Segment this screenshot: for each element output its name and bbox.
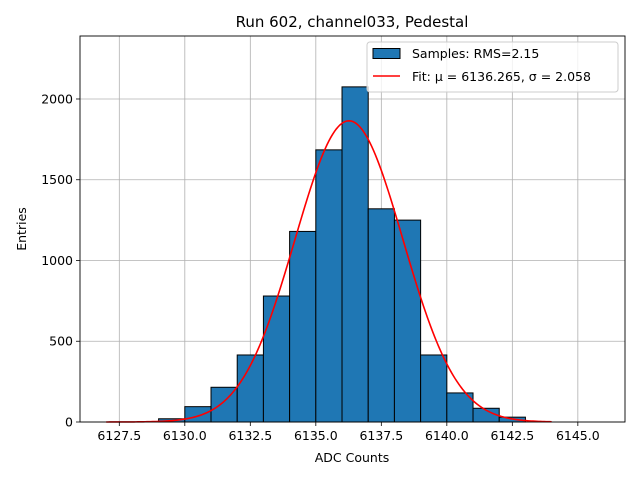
legend-label-samples: Samples: RMS=2.15 <box>412 46 539 61</box>
histogram-bar <box>420 354 448 423</box>
histogram-bar <box>393 219 422 423</box>
plot-frame <box>79 35 626 423</box>
histogram-bar <box>262 295 291 423</box>
legend: Samples: RMS=2.15 Fit: μ = 6136.265, σ =… <box>366 41 619 93</box>
x-tick-label: 6132.5 <box>228 428 272 443</box>
y-tick-label: 1500 <box>41 172 73 187</box>
x-axis-label: ADC Counts <box>315 450 390 465</box>
y-tick-label: 1000 <box>41 253 73 268</box>
legend-patch-samples <box>372 48 401 59</box>
x-tick-label: 6127.5 <box>97 428 141 443</box>
x-tick-label: 6142.5 <box>490 428 534 443</box>
x-tick-label: 6145.0 <box>556 428 600 443</box>
x-tick-label: 6135.0 <box>294 428 338 443</box>
legend-box <box>366 41 619 93</box>
x-tick-label: 6130.0 <box>163 428 207 443</box>
y-tick-label: 0 <box>65 415 73 430</box>
legend-label-fit: Fit: μ = 6136.265, σ = 2.058 <box>412 69 591 84</box>
x-tick-label: 6140.0 <box>425 428 469 443</box>
histogram-bar <box>315 149 343 423</box>
histogram-bar <box>289 230 317 423</box>
histogram-bar <box>341 86 369 423</box>
y-tick-label: 2000 <box>41 91 73 106</box>
histogram-bar <box>367 208 395 423</box>
x-axis-ticks: 6127.5 6130.0 6132.5 6135.0 6137.5 6140.0 6142… <box>97 422 600 443</box>
y-axis-label: Entries <box>14 207 29 251</box>
y-tick-label: 500 <box>49 334 73 349</box>
x-tick-label: 6137.5 <box>359 428 403 443</box>
histogram-bar <box>184 406 212 423</box>
y-axis-ticks: 0 500 1000 1500 2000 <box>41 91 80 430</box>
gaussian-fit-curve <box>106 119 552 423</box>
chart-title: Run 602, channel033, Pedestal <box>236 13 469 31</box>
